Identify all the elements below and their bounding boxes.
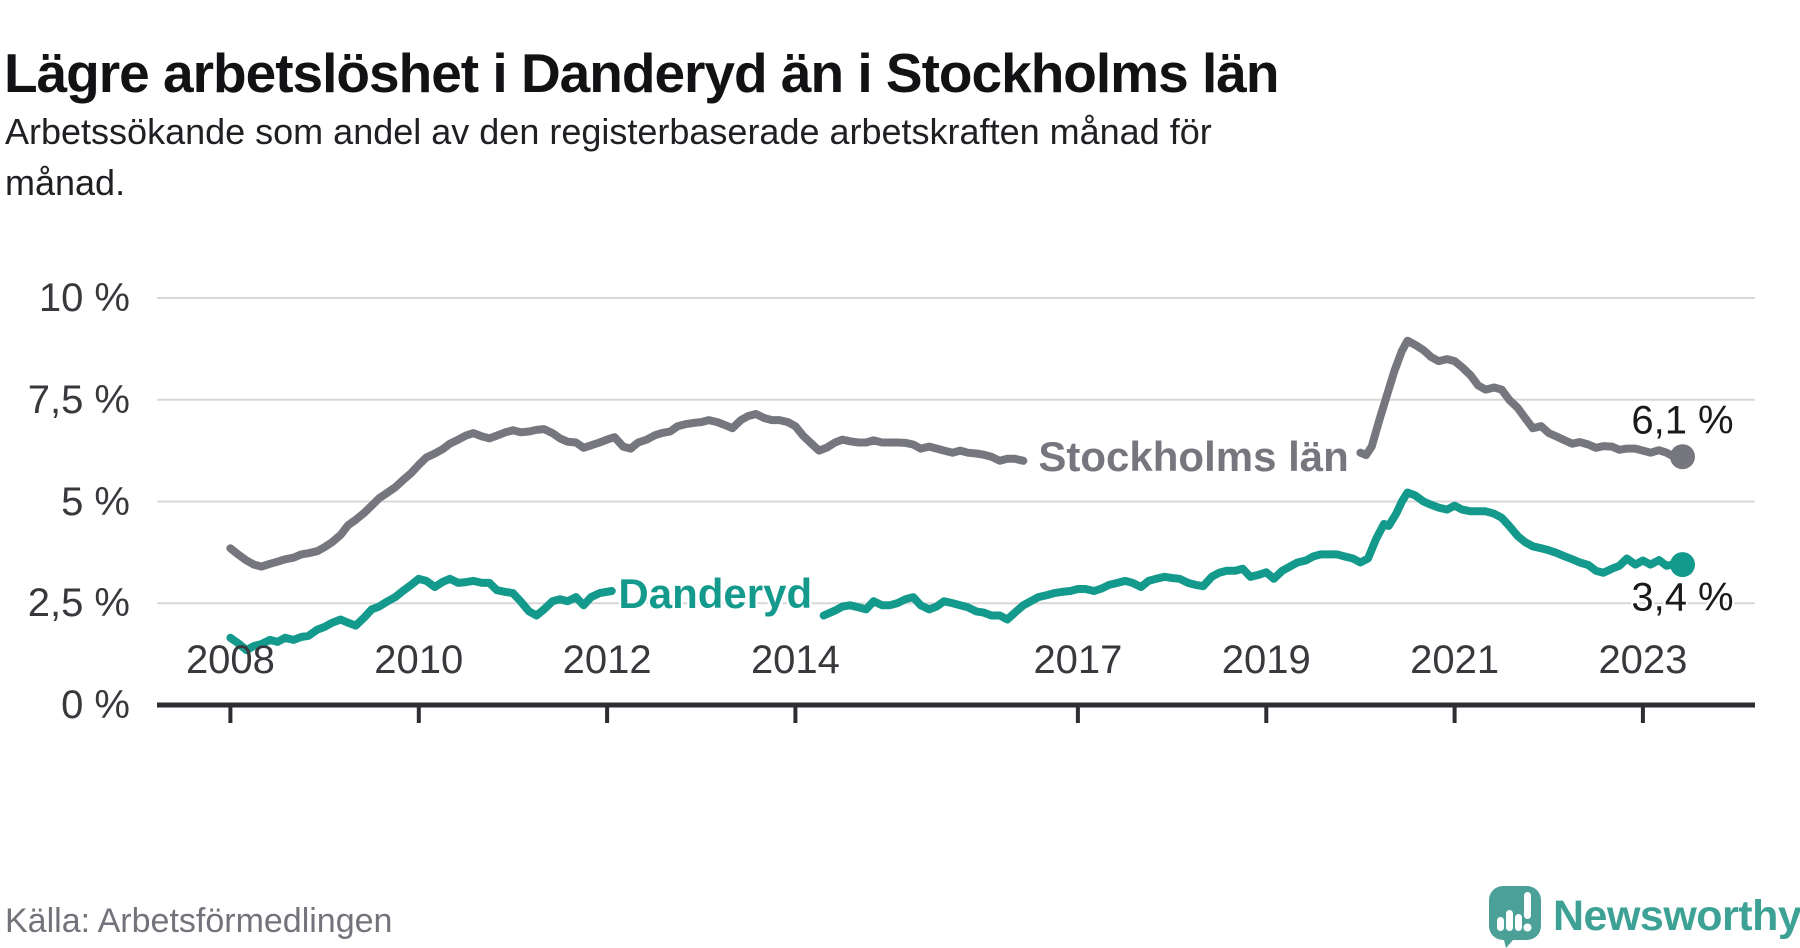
danderyd-line-segment (819, 488, 1687, 624)
newsworthy-logo-icon (1489, 886, 1541, 948)
x-axis-tick-label: 2023 (1598, 638, 1688, 682)
x-axis-tick-label: 2014 (750, 638, 840, 682)
x-axis-tick-label: 2021 (1410, 638, 1500, 682)
stockholms-lan-line-segment (226, 410, 1028, 571)
end-value-label-danderyd: 3,4 % (1631, 575, 1734, 620)
y-axis-tick-label: 2,5 % (27, 581, 130, 626)
series-label-stockholms-lan: Stockholms län (1038, 432, 1349, 480)
danderyd-line-segment (226, 574, 616, 655)
y-axis-tick-label: 0 % (61, 683, 130, 727)
chart-subtitle: Arbetssökande som andel av den registerb… (5, 106, 1212, 208)
x-axis-tick-label: 2017 (1033, 638, 1123, 682)
stockholms-lan-line-segment (1356, 336, 1687, 461)
series-label-danderyd: Danderyd (618, 569, 813, 617)
source-note: Källa: Arbetsförmedlingen (5, 902, 393, 940)
end-value-label-stockholms-lan: 6,1 % (1631, 398, 1734, 443)
x-axis-tick-label: 2008 (185, 638, 275, 682)
page-title: Lägre arbetslöshet i Danderyd än i Stock… (4, 41, 1279, 104)
x-axis-tick-label: 2019 (1221, 638, 1311, 682)
danderyd-end-dot (1670, 552, 1695, 578)
x-axis-tick-label: 2010 (374, 638, 464, 682)
newsworthy-brand-text: Newsworthy (1553, 892, 1800, 940)
y-axis-tick-label: 5 % (61, 479, 130, 524)
chart-subtitle-line2: månad. (5, 162, 126, 203)
stockholms-lan-end-dot (1670, 444, 1695, 470)
y-axis-tick-label: 10 % (38, 276, 130, 320)
y-axis-tick-label: 7,5 % (27, 377, 130, 422)
x-axis-tick-label: 2012 (562, 638, 652, 682)
chart-subtitle-line1: Arbetssökande som andel av den registerb… (5, 111, 1212, 152)
